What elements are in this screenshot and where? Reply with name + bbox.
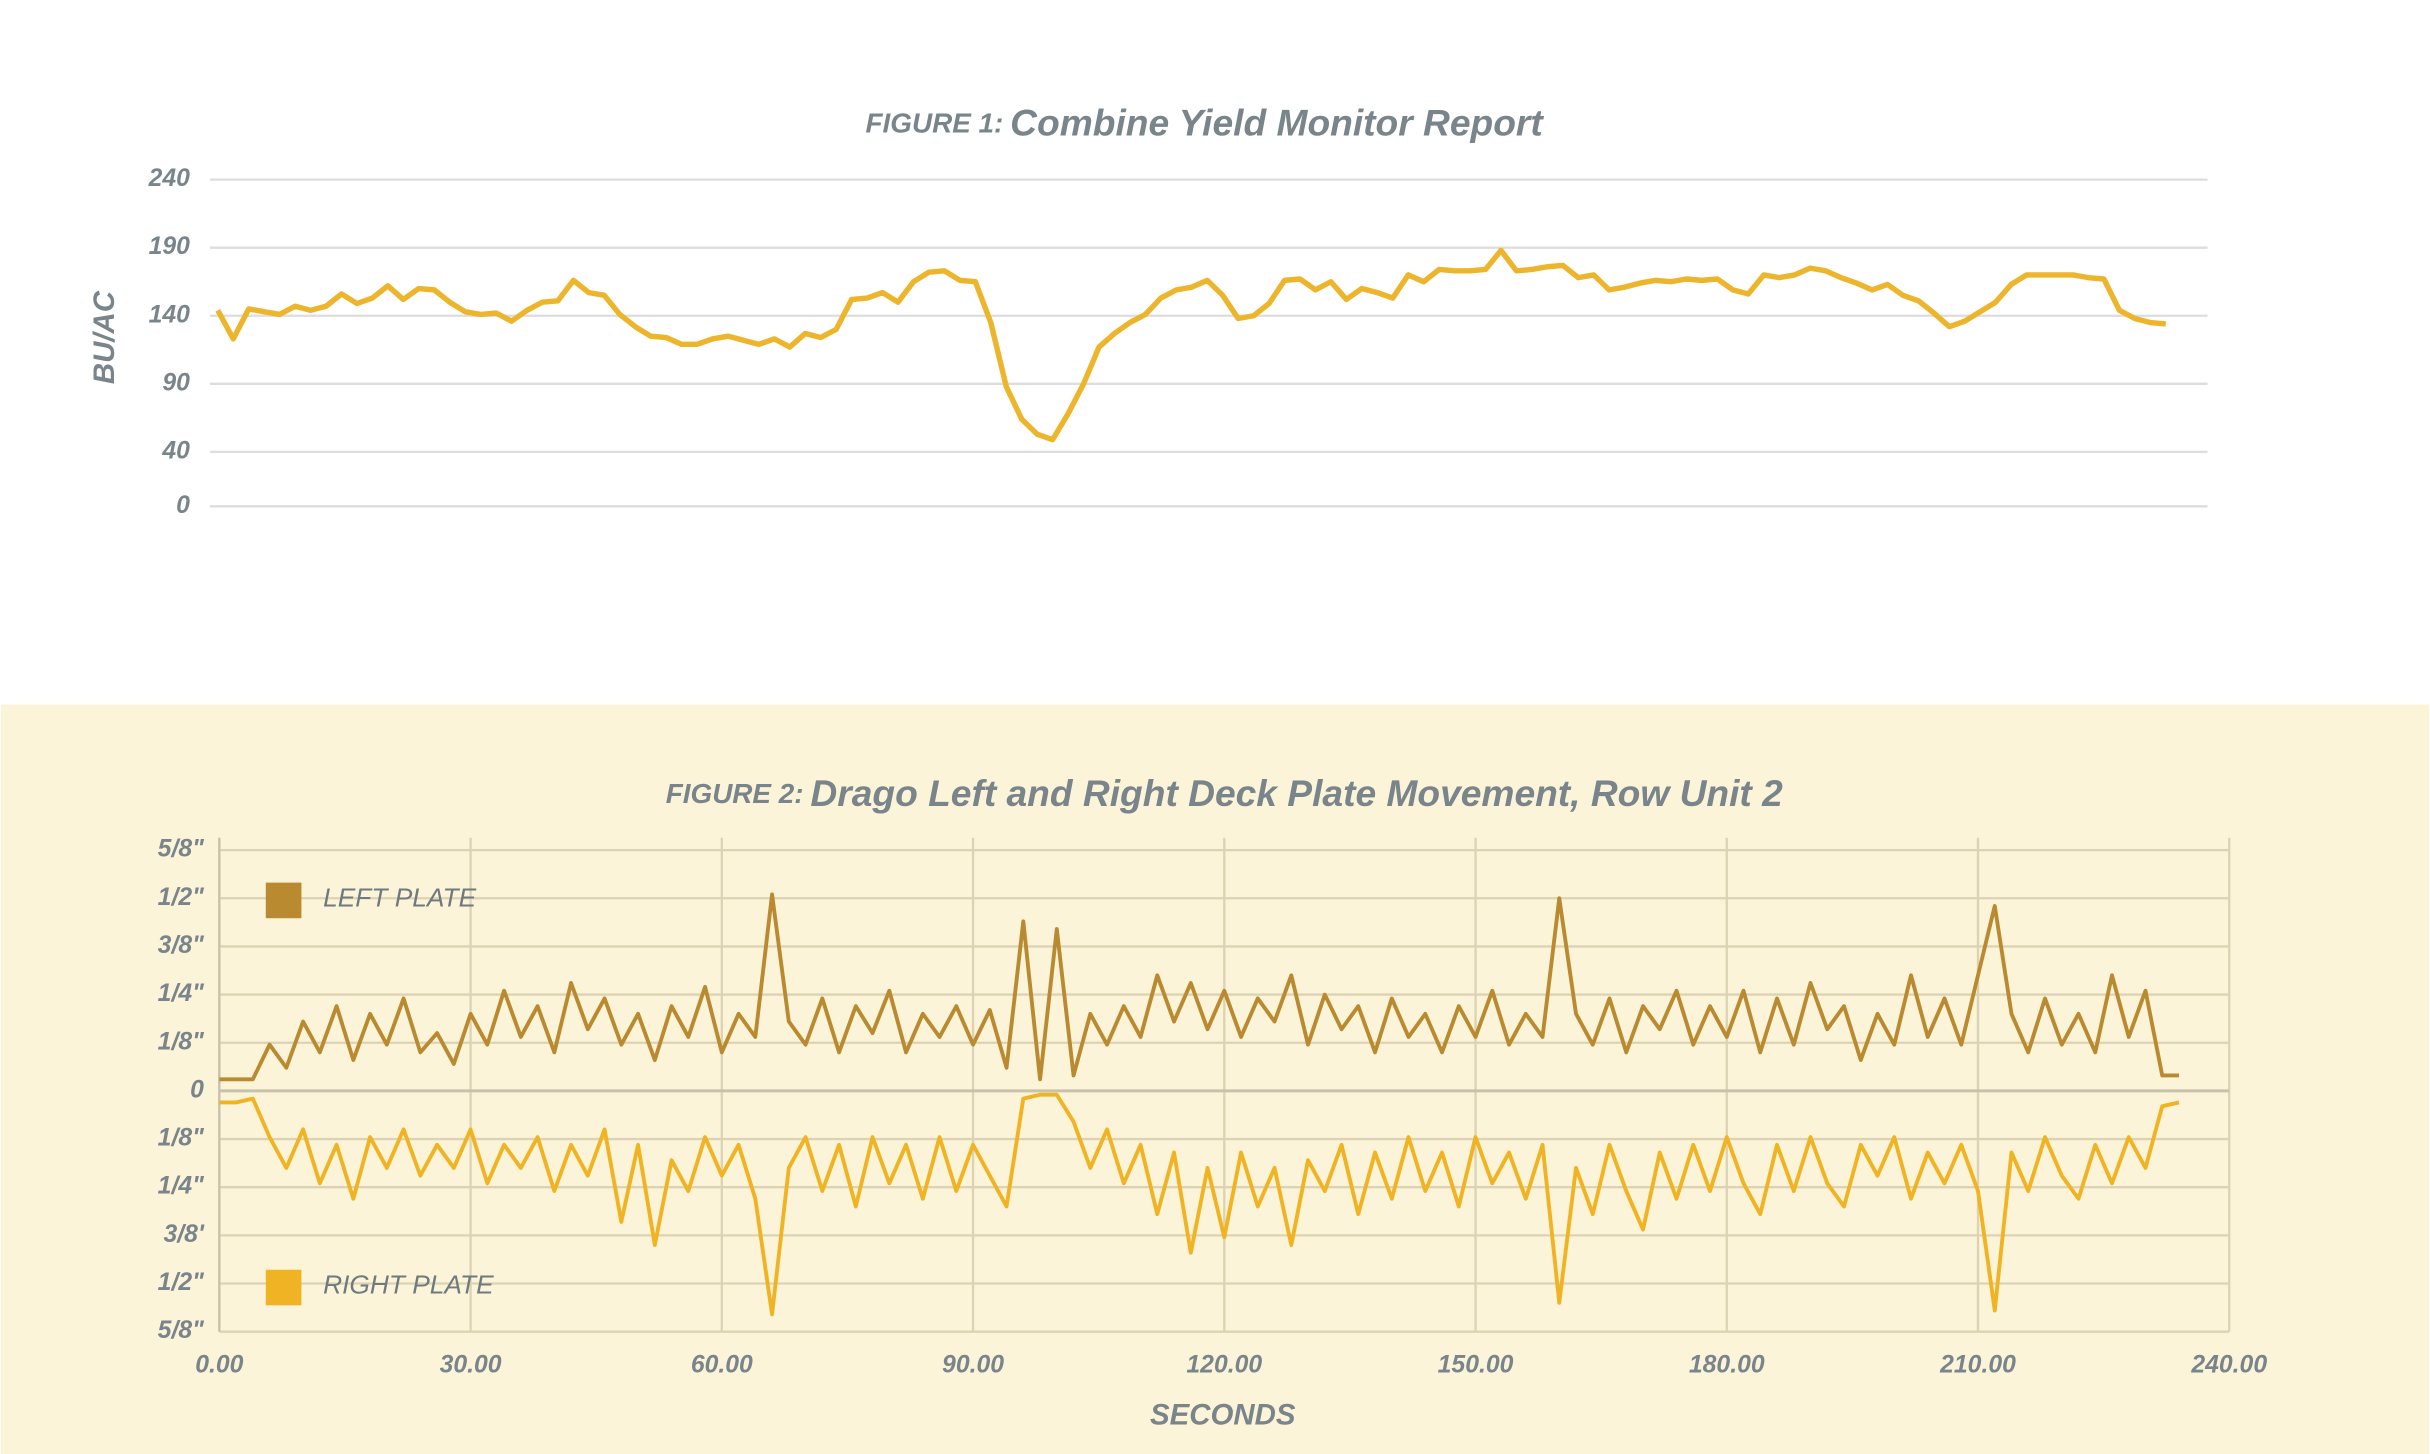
chart-title: FIGURE 2: Drago Left and Right Deck Plat… (666, 772, 1783, 814)
y-tick-label: 5/8" (158, 836, 204, 863)
legend-label: RIGHT PLATE (323, 1270, 494, 1300)
figure-2-background (1, 704, 2429, 1454)
y-tick-label: 1/8" (158, 1125, 204, 1152)
x-tick-label: 240.00 (2190, 1351, 2267, 1378)
y-tick-label: 1/8" (158, 1028, 204, 1055)
y-tick-label: 3/8" (158, 932, 204, 959)
figure-label: FIGURE 1: (866, 108, 1004, 139)
y-tick-label: 40 (161, 437, 190, 464)
x-tick-label: 210.00 (1939, 1351, 2016, 1378)
x-tick-label: 60.00 (691, 1351, 753, 1378)
x-tick-label: 120.00 (1186, 1351, 1262, 1378)
chart-title: FIGURE 1: Combine Yield Monitor Report (866, 101, 1545, 143)
figure-label: FIGURE 2: (666, 778, 804, 809)
x-tick-label: 150.00 (1438, 1351, 1514, 1378)
y-tick-label: 140 (149, 301, 191, 328)
y-tick-label: 0 (190, 1076, 204, 1103)
data-line (219, 1092, 2180, 1317)
y-tick-label: 90 (162, 369, 190, 396)
x-tick-label: 0.00 (195, 1351, 243, 1378)
y-tick-label: 1/4" (158, 1173, 204, 1200)
y-tick-label: 190 (149, 233, 191, 260)
x-tick-label: 30.00 (440, 1351, 502, 1378)
data-line (219, 892, 2179, 1082)
y-tick-label: 1/4" (158, 980, 204, 1007)
y-tick-label: 0 (176, 492, 190, 519)
x-tick-label: 90.00 (942, 1351, 1004, 1378)
legend-swatch (265, 1269, 302, 1306)
legend-swatch (265, 882, 302, 919)
y-tick-label: 1/2" (158, 884, 204, 911)
y-tick-label: 1/2" (158, 1269, 204, 1296)
data-line (215, 247, 2166, 443)
y-tick-label: 240 (148, 165, 191, 192)
y-tick-label: 3/8' (164, 1221, 205, 1248)
title-text: Drago Left and Right Deck Plate Movement… (810, 772, 1783, 814)
y-axis-label: BU/AC (88, 290, 121, 384)
legend-label: LEFT PLATE (323, 883, 476, 913)
x-axis-label: SECONDS (1150, 1399, 1296, 1432)
y-tick-label: 5/8" (158, 1317, 204, 1344)
title-text: Combine Yield Monitor Report (1010, 101, 1544, 143)
x-tick-label: 180.00 (1689, 1351, 1765, 1378)
